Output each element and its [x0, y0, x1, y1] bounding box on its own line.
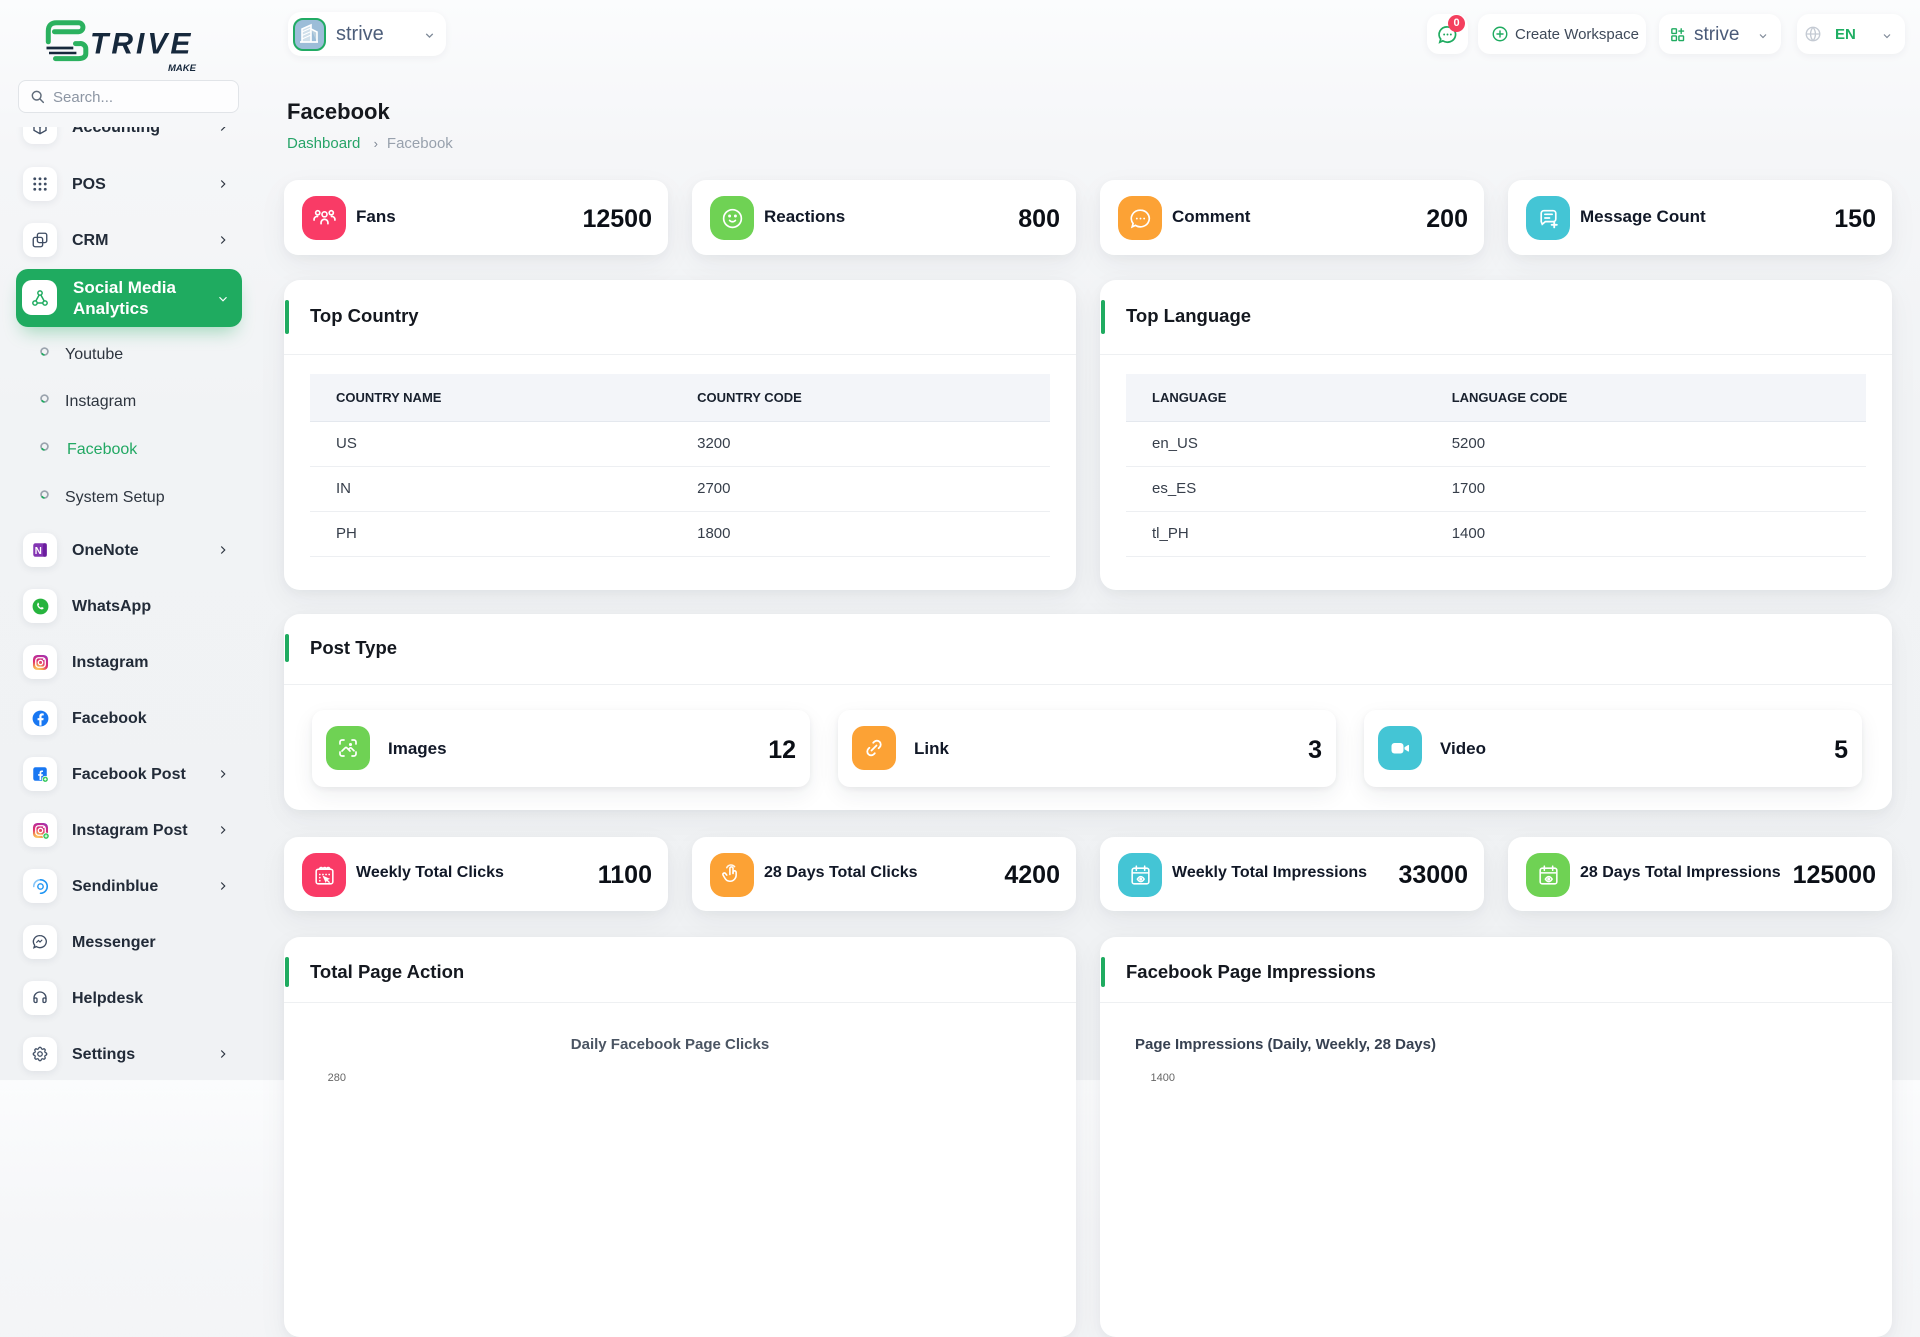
svg-text:MAKE: MAKE	[168, 63, 197, 74]
svg-text:TRIVE: TRIVE	[90, 28, 193, 61]
svg-text:N: N	[35, 546, 42, 557]
